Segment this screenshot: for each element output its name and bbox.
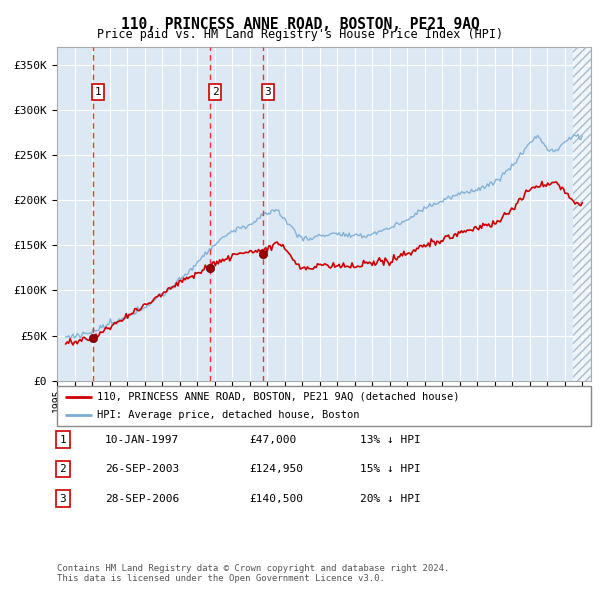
Text: 1: 1 xyxy=(94,87,101,97)
Text: 26-SEP-2003: 26-SEP-2003 xyxy=(105,464,179,474)
Text: Contains HM Land Registry data © Crown copyright and database right 2024.
This d: Contains HM Land Registry data © Crown c… xyxy=(57,563,449,583)
Text: 3: 3 xyxy=(265,87,271,97)
Bar xyxy=(574,47,591,381)
Text: £124,950: £124,950 xyxy=(249,464,303,474)
Text: 13% ↓ HPI: 13% ↓ HPI xyxy=(360,435,421,444)
Text: 110, PRINCESS ANNE ROAD, BOSTON, PE21 9AQ: 110, PRINCESS ANNE ROAD, BOSTON, PE21 9A… xyxy=(121,17,479,31)
Text: 15% ↓ HPI: 15% ↓ HPI xyxy=(360,464,421,474)
Text: 1: 1 xyxy=(59,435,67,444)
Text: Price paid vs. HM Land Registry's House Price Index (HPI): Price paid vs. HM Land Registry's House … xyxy=(97,28,503,41)
Text: 3: 3 xyxy=(59,494,67,503)
Text: 2: 2 xyxy=(59,464,67,474)
Text: 2: 2 xyxy=(212,87,218,97)
Bar xyxy=(574,47,591,381)
FancyBboxPatch shape xyxy=(57,386,591,426)
Text: £140,500: £140,500 xyxy=(249,494,303,503)
Text: 110, PRINCESS ANNE ROAD, BOSTON, PE21 9AQ (detached house): 110, PRINCESS ANNE ROAD, BOSTON, PE21 9A… xyxy=(97,392,460,402)
Text: 10-JAN-1997: 10-JAN-1997 xyxy=(105,435,179,444)
Text: 20% ↓ HPI: 20% ↓ HPI xyxy=(360,494,421,503)
Text: £47,000: £47,000 xyxy=(249,435,296,444)
Text: HPI: Average price, detached house, Boston: HPI: Average price, detached house, Bost… xyxy=(97,410,359,420)
Text: 28-SEP-2006: 28-SEP-2006 xyxy=(105,494,179,503)
